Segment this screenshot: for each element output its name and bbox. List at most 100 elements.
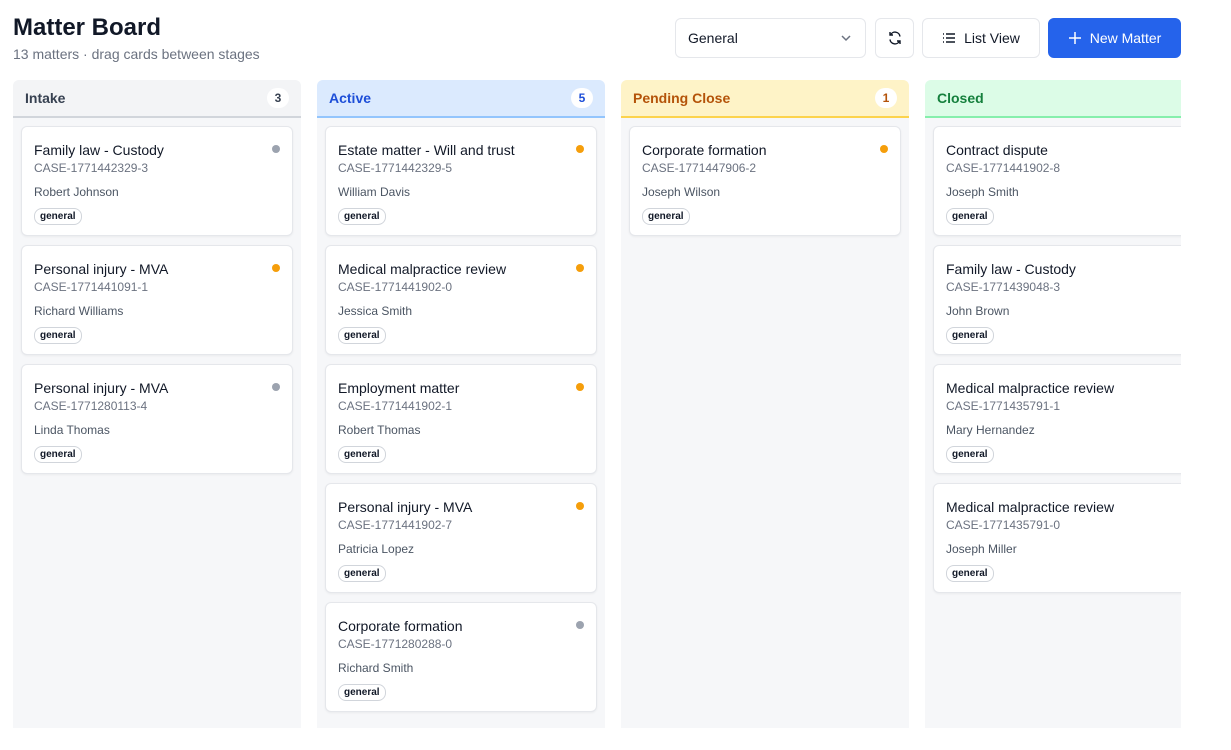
matter-card[interactable]: Medical malpractice review CASE-177144190… [325, 245, 597, 355]
status-dot [272, 264, 280, 272]
chevron-icon [841, 35, 851, 42]
tag: general [34, 446, 82, 463]
case-number: CASE-1771442329-5 [338, 161, 453, 175]
card-title: Medical malpractice review [338, 261, 507, 277]
matter-card[interactable]: Personal injury - MVA CASE-1771280113-4 Li… [21, 364, 293, 474]
card-title: Corporate formation [338, 618, 463, 634]
list-icon [943, 33, 956, 43]
tag: general [338, 565, 386, 582]
tag: general [34, 327, 82, 344]
card-title: Family law - Custody [34, 142, 164, 158]
column-count: 3 [267, 88, 289, 108]
tag: general [946, 446, 994, 463]
status-dot [576, 383, 584, 391]
client-name: Patricia Lopez [338, 542, 415, 556]
filter-value: General [688, 30, 738, 46]
column: Active 5 Estate matter - Will and trust CAS… [317, 80, 605, 728]
status-dot [576, 621, 584, 629]
case-number: CASE-1771441902-1 [338, 399, 453, 413]
case-number: CASE-1771435791-0 [946, 518, 1061, 532]
new-matter-button[interactable]: New Matter [1048, 18, 1181, 58]
page-title: Matter Board [13, 14, 162, 41]
list-view-label: List View [964, 30, 1020, 46]
case-number: CASE-1771435791-1 [946, 399, 1061, 413]
column-header: Active 5 [317, 80, 605, 118]
client-name: Joseph Smith [946, 185, 1019, 199]
matter-card[interactable]: Medical malpractice review CASE-177143579… [933, 364, 1181, 474]
filter-select[interactable]: General [675, 18, 866, 58]
tag: general [34, 208, 82, 225]
column: Closed Contract dispute CASE-1771441902-8 J… [925, 80, 1181, 728]
status-dot [576, 264, 584, 272]
column-count: 1 [875, 88, 897, 108]
tag: general [642, 208, 690, 225]
matter-card[interactable]: Corporate formation CASE-1771447906-2 Jose… [629, 126, 901, 236]
subtitle: 13 matters · drag cards between stages [13, 46, 260, 62]
new-matter-label: New Matter [1089, 30, 1162, 46]
matter-card[interactable]: Contract dispute CASE-1771441902-8 Joseph … [933, 126, 1181, 236]
matter-card[interactable]: Family law - Custody CASE-1771442329-3 Rob… [21, 126, 293, 236]
client-name: Jessica Smith [338, 304, 413, 318]
client-name: Linda Thomas [34, 423, 110, 437]
tag: general [338, 208, 386, 225]
matter-card[interactable]: Employment matter CASE-1771441902-1 Robert… [325, 364, 597, 474]
column: Pending Close 1 Corporate formation CASE-17… [621, 80, 909, 728]
matter-card[interactable]: Family law - Custody CASE-1771439048-3 Joh… [933, 245, 1181, 355]
status-dot [272, 145, 280, 153]
client-name: Mary Hernandez [946, 423, 1035, 437]
column-header: Pending Close 1 [621, 80, 909, 118]
case-number: CASE-1771442329-3 [34, 161, 149, 175]
matter-card[interactable]: Corporate formation CASE-1771280288-0 Rich… [325, 602, 597, 712]
case-number: CASE-1771447906-2 [642, 161, 757, 175]
matter-card[interactable]: Personal injury - MVA CASE-1771441091-1 Ri… [21, 245, 293, 355]
card-title: Personal injury - MVA [34, 261, 169, 277]
tag: general [338, 684, 386, 701]
client-name: Richard Williams [34, 304, 124, 318]
card-title: Family law - Custody [946, 261, 1076, 277]
tag: general [338, 327, 386, 344]
card-title: Personal injury - MVA [34, 380, 169, 396]
column-count: 5 [571, 88, 593, 108]
matter-card[interactable]: Estate matter - Will and trust CASE-17714… [325, 126, 597, 236]
plus-icon [1068, 32, 1081, 44]
refresh-button[interactable] [875, 18, 914, 58]
refresh-icon [888, 31, 901, 45]
case-number: CASE-1771441091-1 [34, 280, 149, 294]
matter-card[interactable]: Medical malpractice review CASE-177143579… [933, 483, 1181, 593]
client-name: John Brown [946, 304, 1010, 318]
card-title: Employment matter [338, 380, 460, 396]
column-name: Active [329, 90, 372, 106]
tag: general [946, 565, 994, 582]
client-name: Joseph Miller [946, 542, 1017, 556]
matter-card[interactable]: Personal injury - MVA CASE-1771441902-7 Pa… [325, 483, 597, 593]
card-title: Medical malpractice review [946, 380, 1115, 396]
case-number: CASE-1771441902-7 [338, 518, 453, 532]
status-dot [576, 145, 584, 153]
client-name: Robert Thomas [338, 423, 421, 437]
status-dot [576, 502, 584, 510]
column-header: Intake 3 [13, 80, 301, 118]
case-number: CASE-1771280113-4 [34, 399, 148, 413]
card-title: Estate matter - Will and trust [338, 142, 515, 158]
column-name: Intake [25, 90, 66, 106]
card-title: Corporate formation [642, 142, 767, 158]
case-number: CASE-1771441902-8 [946, 161, 1061, 175]
column-name: Closed [937, 90, 984, 106]
list-view-button[interactable]: List View [922, 18, 1040, 58]
tag: general [946, 208, 994, 225]
column-name: Pending Close [633, 90, 731, 106]
status-dot [880, 145, 888, 153]
client-name: Joseph Wilson [642, 185, 721, 199]
card-title: Contract dispute [946, 142, 1048, 158]
client-name: William Davis [338, 185, 410, 199]
card-title: Personal injury - MVA [338, 499, 473, 515]
client-name: Richard Smith [338, 661, 414, 675]
column: Intake 3 Family law - Custody CASE-17714423… [13, 80, 301, 728]
card-title: Medical malpractice review [946, 499, 1115, 515]
column-header: Closed [925, 80, 1181, 118]
case-number: CASE-1771439048-3 [946, 280, 1061, 294]
status-dot [272, 383, 280, 391]
case-number: CASE-1771280288-0 [338, 637, 453, 651]
case-number: CASE-1771441902-0 [338, 280, 453, 294]
